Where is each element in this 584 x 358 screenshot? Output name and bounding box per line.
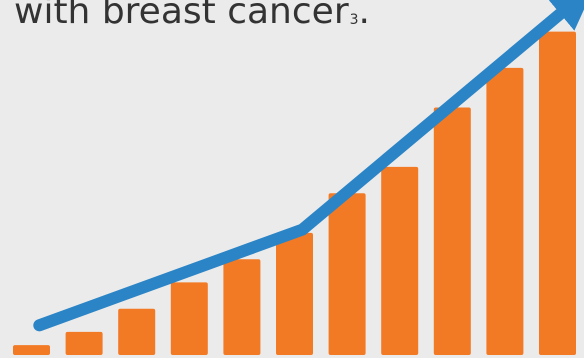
bar-8: [381, 166, 419, 355]
bar-6: [276, 232, 313, 355]
caption-period: .: [358, 0, 370, 32]
bar-1: [13, 345, 50, 355]
bar-4: [170, 282, 208, 355]
caption-text: with breast cancer3.: [14, 0, 370, 38]
bar-3: [118, 308, 156, 355]
bar-10: [486, 67, 524, 356]
bar-11: [539, 31, 576, 355]
trend-arrow: [33, 0, 584, 332]
bar-5: [223, 259, 261, 355]
bar-2: [65, 331, 103, 355]
bar-9: [433, 107, 471, 355]
caption-main: with breast cancer: [14, 0, 349, 32]
bar-group: [13, 31, 576, 356]
bar-7: [328, 193, 366, 355]
caption-footnote-ref: 3: [349, 12, 359, 28]
